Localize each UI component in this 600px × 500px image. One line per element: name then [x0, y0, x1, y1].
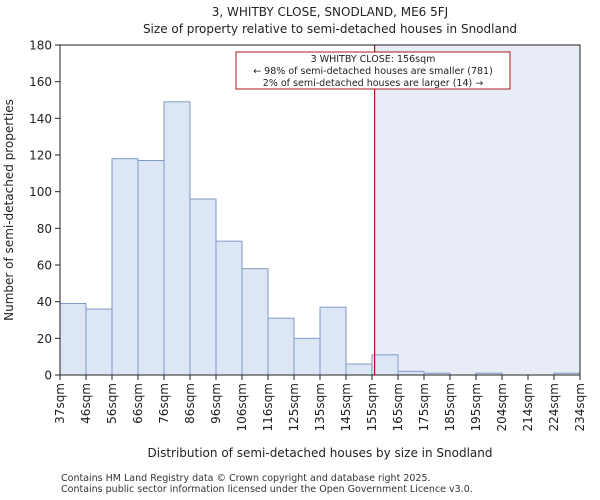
- x-tick-label: 76sqm: [157, 383, 171, 424]
- y-tick-label: 120: [29, 149, 52, 163]
- footer-line-1: Contains HM Land Registry data © Crown c…: [61, 473, 431, 484]
- bar-86sqm: [189, 198, 217, 376]
- y-tick-label: 40: [37, 295, 52, 309]
- y-tick-label: 100: [29, 185, 52, 199]
- x-tick-label: 46sqm: [79, 383, 93, 424]
- bar-96sqm: [215, 240, 243, 376]
- bar-125sqm: [293, 337, 321, 376]
- chart-title: 3, WHITBY CLOSE, SNODLAND, ME6 5FJ: [212, 5, 448, 19]
- x-tick-label: 145sqm: [339, 383, 353, 431]
- bar-76sqm: [163, 101, 191, 376]
- bar-66sqm: [137, 160, 165, 376]
- x-tick-label: 125sqm: [287, 383, 301, 431]
- x-tick-label: 234sqm: [573, 383, 587, 431]
- y-axis-label: Number of semi-detached properties: [2, 99, 16, 321]
- y-tick-label: 80: [37, 222, 52, 236]
- x-tick-label: 96sqm: [209, 383, 223, 424]
- annotation-box: 3 WHITBY CLOSE: 156sqm ← 98% of semi-det…: [235, 51, 511, 90]
- x-tick-label: 195sqm: [469, 383, 483, 431]
- x-tick-label: 56sqm: [105, 383, 119, 424]
- bar-145sqm: [345, 363, 373, 376]
- chart-subtitle: Size of property relative to semi-detach…: [143, 22, 517, 36]
- x-tick-label: 66sqm: [131, 383, 145, 424]
- highlight-shade: [374, 45, 580, 375]
- y-tick-label: 160: [29, 75, 52, 89]
- y-tick-label: 60: [37, 259, 52, 273]
- x-tick-label: 204sqm: [495, 383, 509, 431]
- x-axis-label: Distribution of semi-detached houses by …: [148, 446, 493, 460]
- x-tick-label: 106sqm: [235, 383, 249, 431]
- footer-line-2: Contains public sector information licen…: [61, 484, 473, 495]
- y-tick-label: 20: [37, 332, 52, 346]
- x-tick-label: 214sqm: [521, 383, 535, 431]
- bars-group: [59, 101, 581, 376]
- bar-135sqm: [319, 306, 347, 376]
- y-tick-label: 0: [44, 369, 52, 383]
- bar-165sqm: [397, 370, 425, 376]
- x-tick-label: 175sqm: [417, 383, 431, 431]
- bar-37sqm: [59, 303, 87, 376]
- x-tick-label: 135sqm: [313, 383, 327, 431]
- y-axis: 0 20 40 60 80 100 120 140 160 180: [29, 39, 60, 383]
- x-tick-label: 165sqm: [391, 383, 405, 431]
- x-axis: 37sqm 46sqm 56sqm 66sqm 76sqm 86sqm 96sqm 106sq…: [53, 375, 587, 431]
- bar-56sqm: [111, 158, 139, 376]
- bar-155sqm: [371, 354, 399, 376]
- y-tick-label: 140: [29, 112, 52, 126]
- x-tick-label: 185sqm: [443, 383, 457, 431]
- x-tick-label: 155sqm: [365, 383, 379, 431]
- annotation-line-2: ← 98% of semi-detached houses are smalle…: [253, 66, 493, 77]
- bar-106sqm: [241, 268, 269, 376]
- annotation-line-1: 3 WHITBY CLOSE: 156sqm: [311, 54, 436, 65]
- x-tick-label: 116sqm: [261, 383, 275, 431]
- bar-116sqm: [267, 317, 295, 376]
- annotation-line-3: 2% of semi-detached houses are larger (1…: [263, 78, 483, 89]
- x-tick-label: 224sqm: [547, 383, 561, 431]
- y-tick-label: 180: [29, 39, 52, 53]
- x-tick-label: 37sqm: [53, 383, 67, 424]
- x-tick-label: 86sqm: [183, 383, 197, 424]
- bar-46sqm: [85, 308, 113, 376]
